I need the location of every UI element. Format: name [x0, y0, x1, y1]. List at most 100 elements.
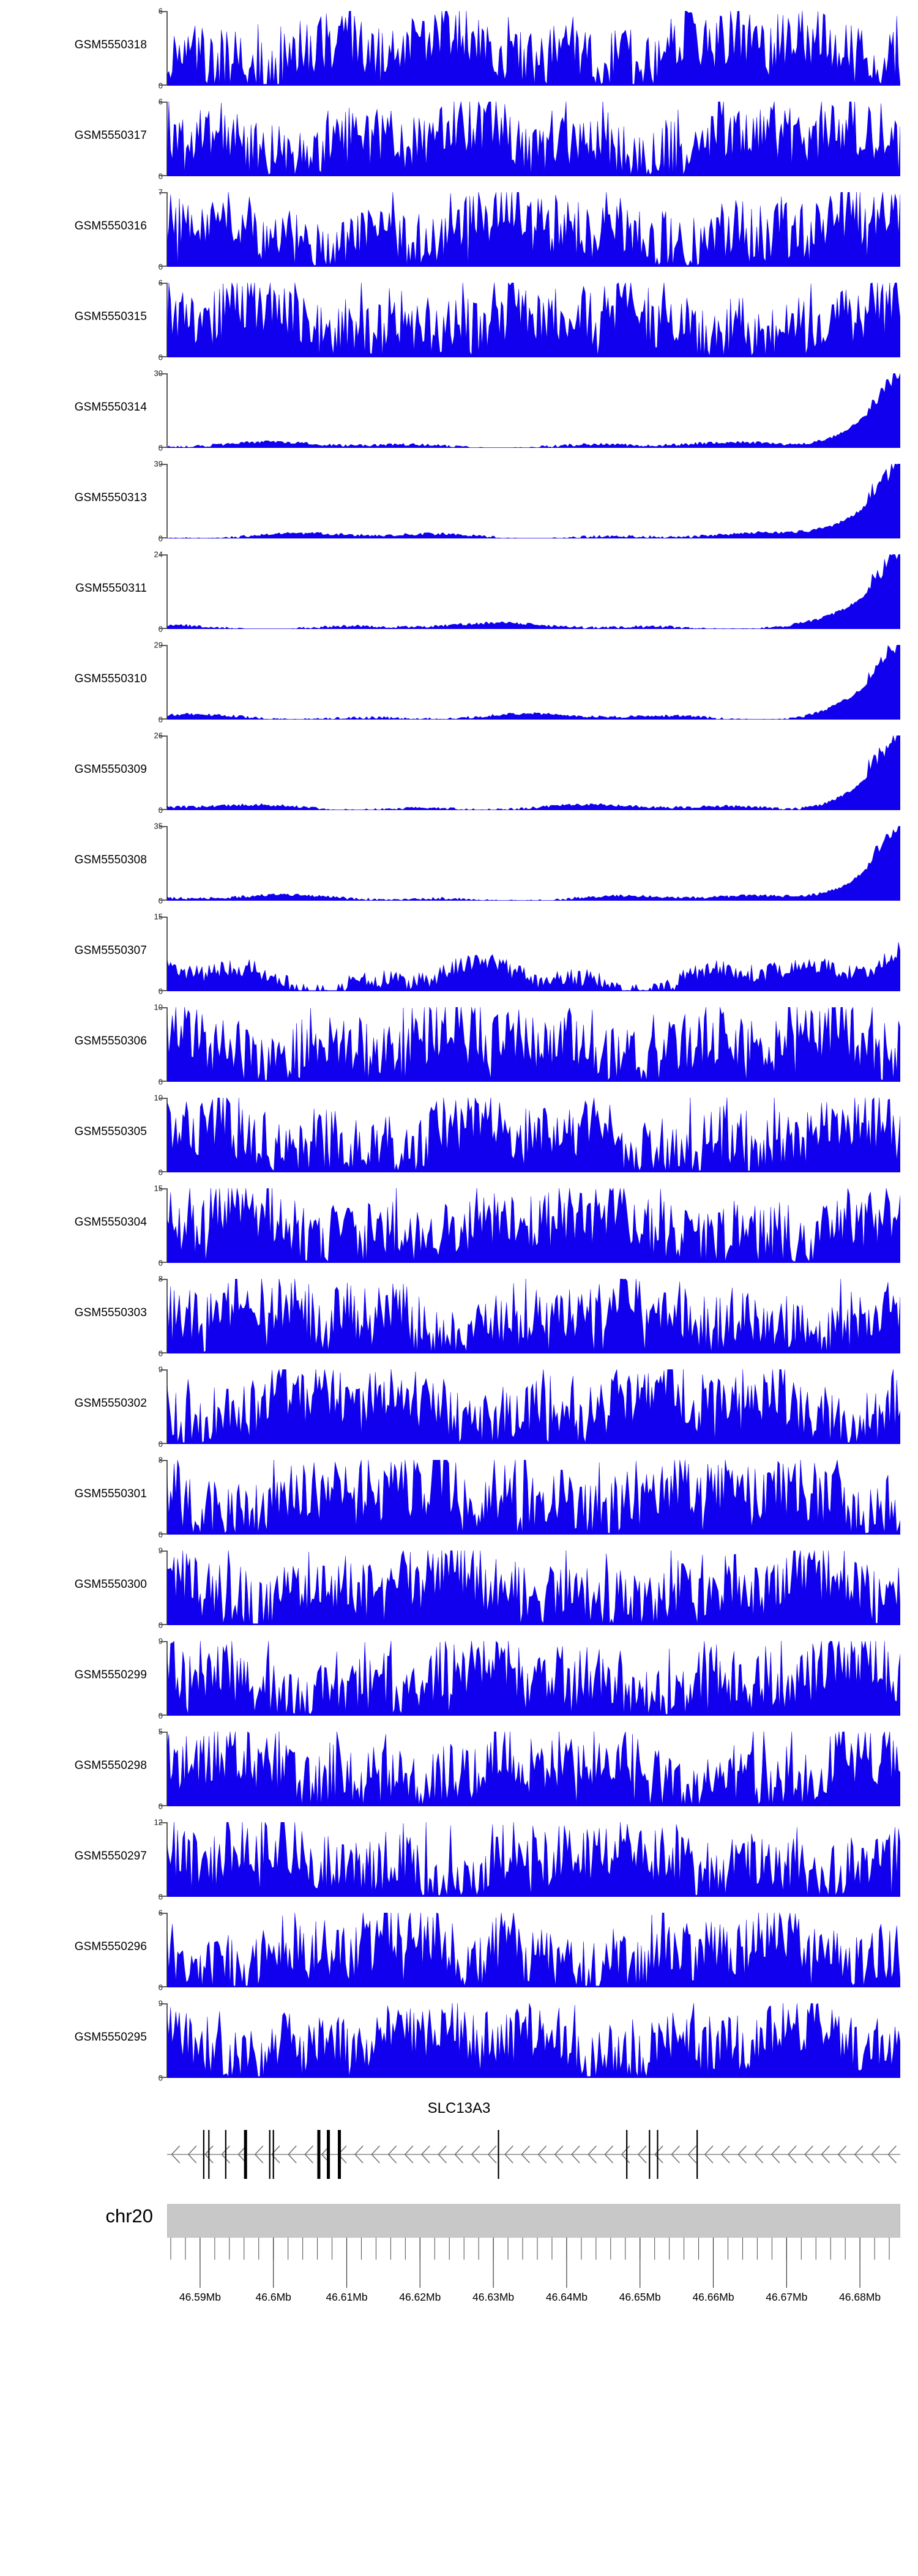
y-axis-tick-top	[159, 102, 167, 103]
track-sample-label: GSM5550296	[74, 1940, 147, 1953]
track-y-axis: 26 0	[152, 732, 179, 814]
coverage-track: GSM5550308 35 0	[0, 815, 918, 906]
y-axis-tick-bottom	[159, 2077, 167, 2078]
axis-tick-label: 46.64Mb	[545, 2291, 588, 2303]
y-axis-tick-bottom	[159, 537, 167, 538]
track-sample-label: GSM5550302	[74, 1397, 147, 1410]
chromosome-label: chr20	[105, 2205, 153, 2227]
coverage-track: GSM555030180	[0, 1449, 918, 1539]
y-axis-tick-bottom	[159, 1896, 167, 1897]
y-axis-min-label: 0	[158, 715, 163, 724]
coverage-area-plot[interactable]	[167, 1279, 900, 1353]
y-axis-tick-top	[159, 1460, 167, 1461]
y-axis-tick-bottom	[159, 266, 167, 267]
y-axis-tick-top	[159, 1279, 167, 1280]
y-axis-tick-bottom	[159, 1262, 167, 1263]
coverage-area-plot[interactable]	[167, 2003, 900, 2078]
y-axis-tick-bottom	[159, 1081, 167, 1082]
y-axis-tick-bottom	[159, 1352, 167, 1353]
axis-tick-label: 46.59Mb	[179, 2291, 221, 2303]
coverage-area-plot[interactable]	[167, 1641, 900, 1716]
y-axis-tick-top	[159, 1732, 167, 1733]
track-sample-label: GSM5550298	[74, 1759, 147, 1772]
coverage-area-plot[interactable]	[167, 11, 900, 86]
track-sample-label: GSM5550295	[74, 2031, 147, 2044]
y-axis-min-label: 0	[158, 81, 163, 91]
y-axis-tick-top	[159, 1098, 167, 1099]
coverage-area-plot[interactable]	[167, 373, 900, 448]
coverage-area-plot[interactable]	[167, 1460, 900, 1535]
coverage-area-plot[interactable]	[167, 102, 900, 176]
y-axis-min-label: 0	[158, 171, 163, 181]
y-axis-max-label: 39	[154, 459, 163, 469]
coverage-area-plot[interactable]	[167, 1550, 900, 1625]
coverage-track: GSM5550310 29 0	[0, 634, 918, 724]
y-axis-tick-bottom	[159, 1986, 167, 1987]
y-axis-min-label: 0	[158, 1620, 163, 1630]
y-axis-max-label: 30	[154, 368, 163, 378]
track-y-axis: 30 0	[152, 368, 179, 452]
coverage-track: GSM555029850	[0, 1721, 918, 1811]
coverage-track: GSM5550309 26 0	[0, 724, 918, 815]
coverage-area-plot[interactable]	[167, 917, 900, 991]
y-axis-max-label: 12	[154, 1817, 163, 1827]
y-axis-min-label: 0	[158, 1530, 163, 1539]
coverage-track: GSM5550305 10 0	[0, 1087, 918, 1177]
coverage-area-plot[interactable]	[167, 1369, 900, 1444]
gene-annotation-panel: SLC13A3	[0, 2083, 918, 2199]
y-axis-spine	[166, 11, 168, 86]
track-sample-label: GSM5550299	[74, 1669, 147, 1681]
y-axis-tick-top	[159, 1822, 167, 1823]
track-sample-label: GSM5550315	[74, 310, 147, 323]
y-axis-tick-top	[159, 645, 167, 646]
coverage-area-plot[interactable]	[167, 192, 900, 267]
coverage-area-plot[interactable]	[167, 464, 900, 538]
y-axis-min-label: 0	[158, 534, 163, 543]
y-axis-min-label: 0	[158, 1982, 163, 1992]
y-axis-tick-bottom	[159, 1533, 167, 1535]
y-axis-spine	[166, 102, 168, 176]
y-axis-min-label: 0	[158, 986, 163, 996]
y-axis-tick-bottom	[159, 899, 167, 901]
coverage-area-plot[interactable]	[167, 735, 900, 810]
coverage-track: GSM555029990	[0, 1630, 918, 1721]
gene-model-diagram[interactable]	[167, 2121, 900, 2188]
coverage-track: GSM5550317 60	[0, 91, 918, 181]
y-axis-max-label: 15	[154, 1183, 163, 1193]
y-axis-tick-bottom	[159, 84, 167, 86]
track-sample-label: GSM5550303	[74, 1306, 147, 1319]
coverage-area-plot[interactable]	[167, 1188, 900, 1263]
y-axis-min-label: 0	[158, 1167, 163, 1177]
y-axis-min-label: 0	[158, 1439, 163, 1449]
coverage-area-plot[interactable]	[167, 1822, 900, 1897]
axis-tick-label: 46.6Mb	[255, 2291, 291, 2303]
coverage-area-plot[interactable]	[167, 1007, 900, 1082]
track-sample-label: GSM5550310	[74, 672, 147, 685]
y-axis-spine	[166, 735, 168, 810]
y-axis-min-label: 0	[158, 352, 163, 362]
coverage-track: GSM5550307 15 0	[0, 906, 918, 996]
y-axis-min-label: 0	[158, 2073, 163, 2083]
chromosome-ideogram-bar[interactable]	[167, 2204, 900, 2238]
y-axis-tick-top	[159, 283, 167, 284]
y-axis-min-label: 0	[158, 1801, 163, 1811]
y-axis-tick-bottom	[159, 356, 167, 357]
coverage-area-plot[interactable]	[167, 283, 900, 357]
genome-axis-panel: chr20 46.59Mb 46.6Mb 46.61Mb 46.62Mb 46.63Mb…	[0, 2199, 918, 2321]
coverage-area-plot[interactable]	[167, 826, 900, 901]
y-axis-tick-bottom	[159, 1714, 167, 1716]
y-axis-min-label: 0	[158, 262, 163, 272]
coverage-area-plot[interactable]	[167, 1732, 900, 1806]
y-axis-min-label: 0	[158, 1258, 163, 1268]
coverage-area-plot[interactable]	[167, 1913, 900, 1987]
coverage-area-plot[interactable]	[167, 554, 900, 629]
y-axis-min-label: 0	[158, 624, 163, 634]
y-axis-tick-top	[159, 373, 167, 374]
y-axis-spine	[166, 373, 168, 448]
coverage-track: GSM5550304 15 0	[0, 1177, 918, 1268]
coverage-track: GSM5550316 70	[0, 181, 918, 272]
y-axis-spine	[166, 554, 168, 629]
coverage-area-plot[interactable]	[167, 645, 900, 720]
track-sample-label: GSM5550304	[74, 1216, 147, 1229]
coverage-area-plot[interactable]	[167, 1098, 900, 1172]
